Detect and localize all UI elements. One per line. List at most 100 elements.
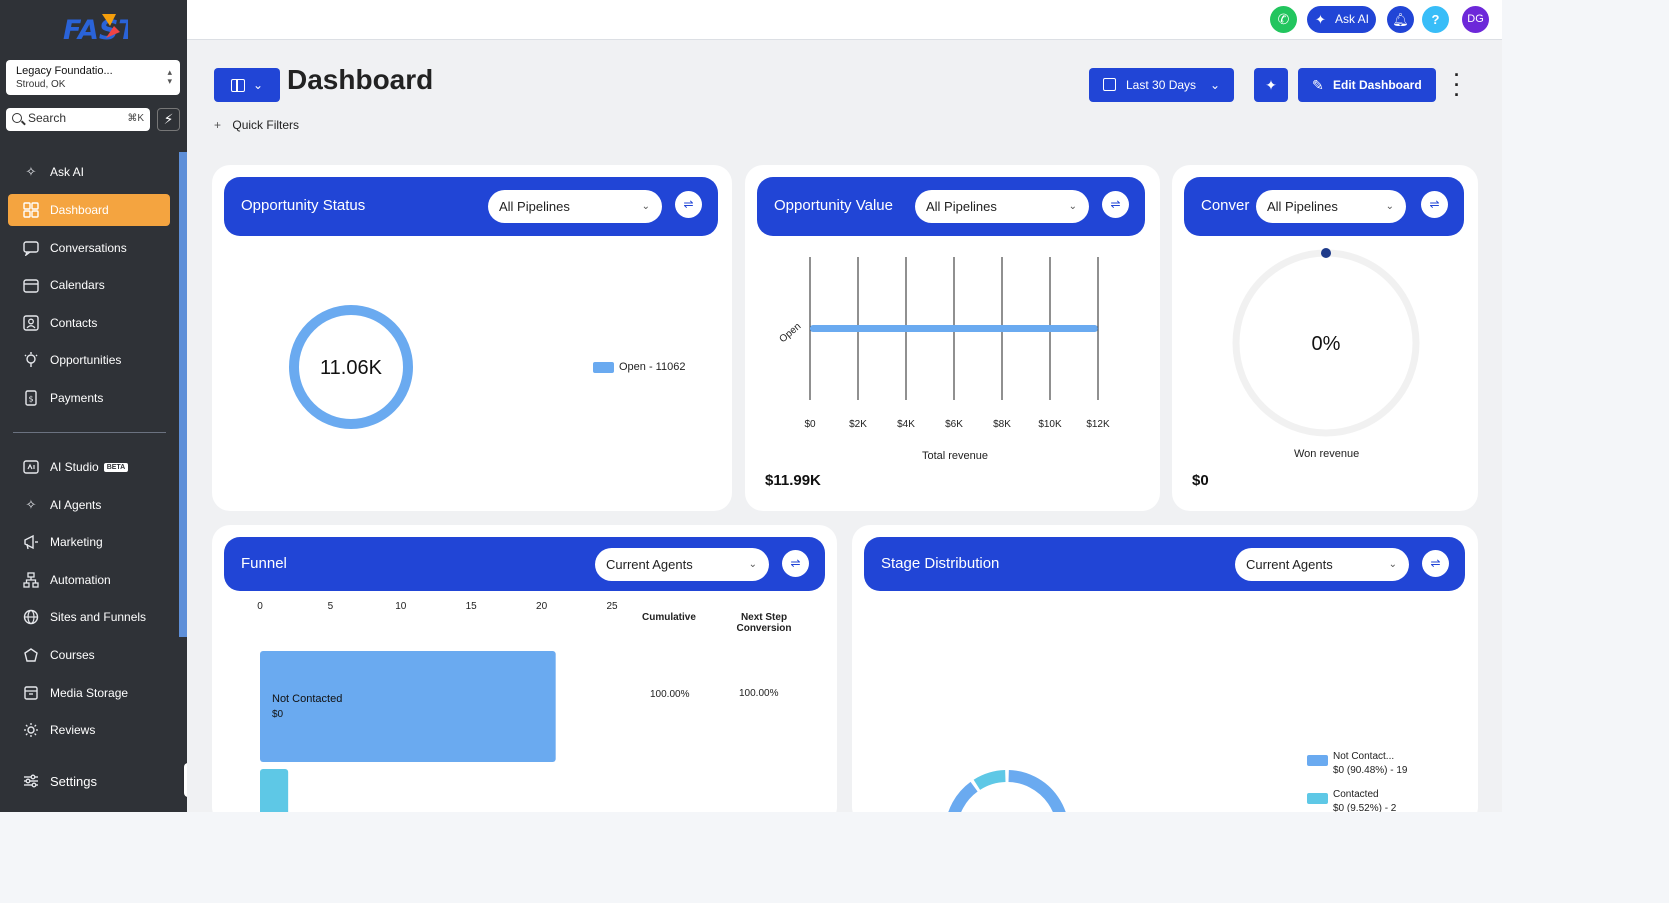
pipeline-select[interactable]: All Pipelines ⌄ xyxy=(1256,190,1406,223)
help-button[interactable]: ? xyxy=(1422,6,1449,33)
filter-button[interactable]: ⇌ xyxy=(1422,550,1449,577)
legend-detail: $0 (9.52%) - 2 xyxy=(1333,803,1397,812)
sparkle-icon: ✧ xyxy=(25,164,37,179)
edit-dashboard-label: Edit Dashboard xyxy=(1333,78,1422,92)
won-revenue-label: Won revenue xyxy=(1294,448,1360,460)
sidebar-item-label: Contacts xyxy=(50,316,98,330)
more-options-icon[interactable]: · · · xyxy=(1454,65,1460,105)
x-tick-label: $4K xyxy=(897,419,915,430)
card-title: Opportunity Status xyxy=(241,197,366,214)
funnel-card: Funnel Current Agents ⌄ ⇌ 0 5 10 15 20 25 Not … xyxy=(212,525,837,812)
updown-chevron-icon: ▴ ▾ xyxy=(167,67,172,86)
wand-icon: ✦ xyxy=(1265,77,1277,93)
avatar[interactable]: DG xyxy=(1462,6,1489,33)
sidebar-item-label: Opportunities xyxy=(50,353,122,367)
donut-slice[interactable] xyxy=(973,770,1006,791)
won-revenue-kpi: $0 xyxy=(1192,472,1209,489)
bell-icon: 🔔︎ xyxy=(1392,12,1409,27)
logo[interactable]: FAST5 xyxy=(62,12,156,46)
donut-slice-open[interactable] xyxy=(289,305,413,429)
sidebar-item-marketing[interactable]: Marketing xyxy=(8,526,170,558)
x-tick-label: 5 xyxy=(328,601,334,612)
sidebar-item-ai-studio[interactable]: AI Studio BETA xyxy=(8,451,170,483)
sidebar-item-reviews[interactable]: Reviews xyxy=(8,714,170,746)
calendar-icon xyxy=(1103,78,1116,91)
quick-filters-button[interactable]: + Quick Filters xyxy=(214,118,299,132)
card-title: Conver xyxy=(1201,197,1250,214)
bar-open[interactable] xyxy=(810,325,1098,332)
sidebar-item-label: Courses xyxy=(50,648,95,662)
card-header: Opportunity Value All Pipelines ⌄ ⇌ xyxy=(757,177,1145,236)
stage-distribution-card: Stage Distribution Current Agents ⌄ ⇌ 21… xyxy=(852,525,1478,812)
gauge-marker xyxy=(1321,248,1331,258)
x-tick-label: $2K xyxy=(849,419,867,430)
column-header-next-step: Next Step Conversion xyxy=(736,612,792,634)
funnel-bar[interactable] xyxy=(260,651,556,762)
sidebar-item-calendars[interactable]: Calendars xyxy=(8,269,170,301)
funnel-chart: 0 5 10 15 20 25 Not Contacted $0 Contacted xyxy=(257,601,618,812)
sidebar-item-contacts[interactable]: Contacts xyxy=(8,307,170,339)
automation-icon xyxy=(22,571,40,589)
card-title: Stage Distribution xyxy=(881,555,1000,572)
pipeline-select[interactable]: All Pipelines ⌄ xyxy=(488,190,662,223)
bolt-icon: ⚡ xyxy=(163,111,174,127)
card-title: Funnel xyxy=(241,555,287,572)
notifications-button[interactable]: 🔔︎ xyxy=(1387,6,1414,33)
sidebar-item-settings[interactable]: Settings xyxy=(8,765,170,797)
opportunity-value-chart: $0 $2K $4K $6K $8K $10K $12K Open Total revenue xyxy=(777,257,1110,462)
magic-wand-button[interactable]: ✦ xyxy=(1254,68,1288,102)
sidebar-item-automation[interactable]: Automation xyxy=(8,564,170,596)
legend-item: Open - 11062 xyxy=(593,361,685,373)
sidebar-item-ask-ai[interactable]: ✧ Ask AI xyxy=(8,156,170,188)
sidebar-item-label: Automation xyxy=(50,573,111,587)
layout-icon xyxy=(230,78,245,92)
sidebar-item-label: Settings xyxy=(50,773,97,789)
legend-label: Open - 11062 xyxy=(619,361,686,373)
dashboard-switcher-button[interactable]: ⌄ xyxy=(214,68,280,102)
filter-button[interactable]: ⇌ xyxy=(1102,191,1129,218)
sidebar-item-ai-agents[interactable]: ✧ AI Agents xyxy=(8,489,170,521)
edit-dashboard-button[interactable]: ✎ Edit Dashboard xyxy=(1298,68,1436,102)
sidebar-item-label: Payments xyxy=(50,391,104,405)
date-range-button[interactable]: Last 30 Days ⌄ xyxy=(1089,68,1234,102)
total-revenue-kpi: $11.99K xyxy=(765,472,821,489)
ask-ai-button[interactable]: ✦ Ask AI xyxy=(1307,6,1376,33)
sidebar-scroll-thumb[interactable] xyxy=(179,152,187,637)
sidebar-item-media-storage[interactable]: Media Storage xyxy=(8,677,170,709)
filter-icon: ⇌ xyxy=(1430,556,1441,570)
settings-icon xyxy=(22,772,40,790)
y-category-label: Open xyxy=(777,321,803,345)
funnel-next-step-value: 100.00% xyxy=(739,688,779,699)
pipeline-select[interactable]: All Pipelines ⌄ xyxy=(915,190,1089,223)
chevron-down-icon: ⌄ xyxy=(1385,201,1394,212)
chevron-down-icon: ⌄ xyxy=(641,201,650,212)
sidebar-item-courses[interactable]: Courses xyxy=(8,639,170,671)
x-tick-label: $12K xyxy=(1086,419,1110,430)
agents-select[interactable]: Current Agents ⌄ xyxy=(1235,548,1409,581)
pencil-icon: ✎ xyxy=(1312,77,1324,93)
chat-icon xyxy=(22,239,40,257)
filter-button[interactable]: ⇌ xyxy=(782,550,809,577)
location-switcher[interactable]: Legacy Foundatio... Stroud, OK ▴ ▾ xyxy=(6,60,180,95)
location-name: Legacy Foundatio... xyxy=(16,65,113,77)
filter-button[interactable]: ⇌ xyxy=(675,191,702,218)
x-tick-label: $0 xyxy=(804,419,816,430)
sparkle-icon: ✦ xyxy=(1315,12,1326,27)
search-input[interactable]: Search ⌘K xyxy=(6,108,150,131)
sidebar-item-opportunities[interactable]: Opportunities xyxy=(8,344,170,376)
agents-select[interactable]: Current Agents ⌄ xyxy=(595,548,769,581)
sidebar-item-dashboard[interactable]: Dashboard xyxy=(8,194,170,226)
sidebar-item-payments[interactable]: $ Payments xyxy=(8,382,170,414)
funnel-bar[interactable] xyxy=(260,769,289,812)
conversion-card: Conver All Pipelines ⌄ ⇌ 0% Won revenue … xyxy=(1172,165,1478,511)
agents-select-value: Current Agents xyxy=(1246,557,1333,572)
quick-action-button[interactable]: ⚡ xyxy=(157,108,180,131)
sidebar-item-sites-and-funnels[interactable]: Sites and Funnels xyxy=(8,601,170,633)
logo-mark: FAST5 xyxy=(63,14,156,46)
sidebar-item-conversations[interactable]: Conversations xyxy=(8,232,170,264)
sidebar-item-label: Calendars xyxy=(50,278,105,292)
calendar-icon xyxy=(22,276,40,294)
filter-button[interactable]: ⇌ xyxy=(1421,191,1448,218)
donut-slice[interactable] xyxy=(948,770,1066,812)
phone-button[interactable]: ✆ xyxy=(1270,6,1297,33)
